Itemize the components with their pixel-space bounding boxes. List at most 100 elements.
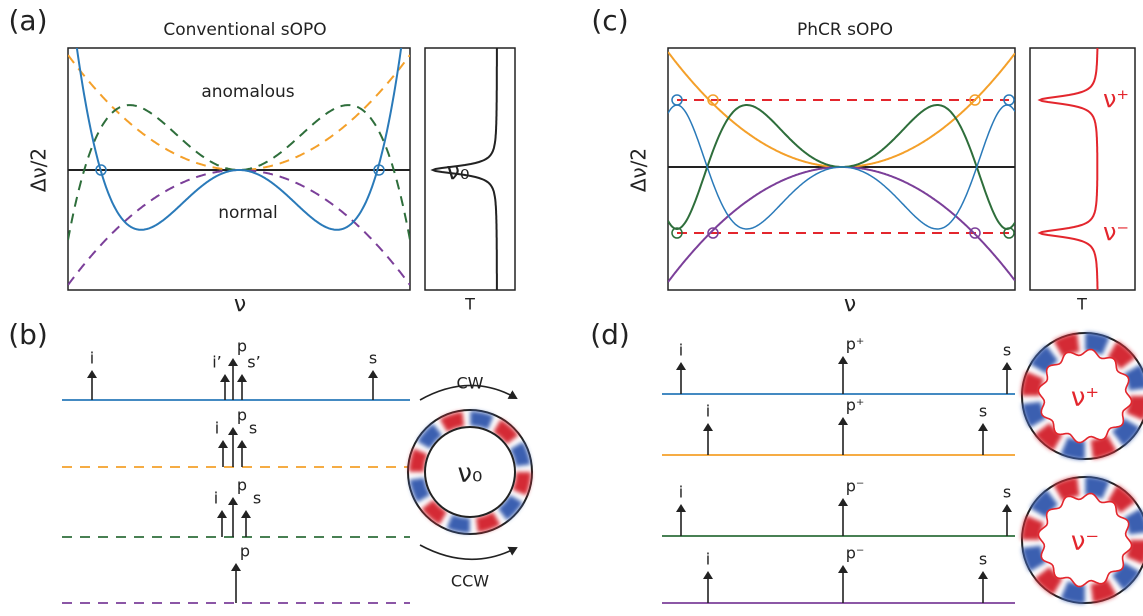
crossing-marker xyxy=(373,164,385,176)
arrow-head xyxy=(676,504,686,512)
label: ν₀ xyxy=(458,459,483,489)
label: i xyxy=(214,489,218,508)
resonance-label: ν⁻ xyxy=(1103,218,1129,246)
arrow-head xyxy=(703,571,713,579)
label: CCW xyxy=(451,572,489,591)
arrow-head xyxy=(217,510,227,518)
crossing-marker xyxy=(707,227,719,239)
label: p xyxy=(237,406,247,425)
crossing-marker xyxy=(95,164,107,176)
crossing-marker xyxy=(671,94,683,106)
crossing-marker xyxy=(671,227,683,239)
arrow-head xyxy=(228,427,238,435)
label: i xyxy=(706,402,710,421)
label: s xyxy=(369,349,377,368)
direction-arrow xyxy=(419,384,518,401)
mode-lobes xyxy=(409,411,531,533)
arrow-head xyxy=(1002,362,1012,370)
arrow-head xyxy=(220,374,230,382)
label: s xyxy=(1003,483,1011,502)
transmission xyxy=(430,48,498,290)
label: T xyxy=(464,295,475,314)
label: p⁻ xyxy=(846,544,865,563)
label: p⁻ xyxy=(846,477,865,496)
label: s xyxy=(253,489,261,508)
mode-profile xyxy=(1037,348,1133,444)
label: s xyxy=(979,402,987,421)
label: (b) xyxy=(8,318,48,351)
curve xyxy=(68,54,410,171)
label: i xyxy=(679,483,683,502)
label: (d) xyxy=(590,318,630,351)
curve xyxy=(668,51,1015,168)
arrow-head xyxy=(228,497,238,505)
label: normal xyxy=(218,203,278,223)
mode-lobes xyxy=(1021,476,1143,604)
arrow-head xyxy=(218,440,228,448)
label: p xyxy=(240,542,250,561)
label: i’ xyxy=(212,353,222,372)
curve xyxy=(668,104,1015,230)
arrow-head xyxy=(838,498,848,506)
label: s xyxy=(979,550,987,569)
label: p xyxy=(237,337,247,356)
plot-frame xyxy=(1029,47,1136,291)
label: anomalous xyxy=(201,82,294,102)
label: p xyxy=(237,476,247,495)
label: i xyxy=(215,419,219,438)
label: (c) xyxy=(591,4,628,37)
arrow-head xyxy=(368,370,378,378)
direction-arrow xyxy=(419,544,518,561)
arrow-head xyxy=(703,423,713,431)
label: CW xyxy=(457,374,484,393)
label: ν₀ xyxy=(446,157,469,185)
arrow-head xyxy=(838,356,848,364)
arrow-head xyxy=(228,358,238,366)
label: s xyxy=(1003,341,1011,360)
arrow-head xyxy=(231,563,241,571)
ring-label: ν⁺ xyxy=(1071,383,1099,413)
arrow-head xyxy=(237,374,247,382)
label: PhCR sOPO xyxy=(797,20,893,40)
arrow-head xyxy=(978,423,988,431)
label: s’ xyxy=(247,353,260,372)
label: i xyxy=(90,349,94,368)
crossing-marker xyxy=(969,94,981,106)
label: ν xyxy=(844,292,856,317)
label: ν xyxy=(234,292,246,317)
curve xyxy=(668,166,1015,283)
label: (a) xyxy=(8,4,47,37)
crossing-marker xyxy=(707,94,719,106)
y-axis-label: Δν/2 xyxy=(27,148,51,192)
ring-inner xyxy=(424,426,516,518)
arrow-head xyxy=(676,362,686,370)
curve xyxy=(68,169,410,286)
mode-profile xyxy=(1037,492,1133,588)
arrow-head xyxy=(978,571,988,579)
mode-lobes xyxy=(1021,332,1143,460)
arrow-head xyxy=(838,417,848,425)
arrow-head xyxy=(237,440,247,448)
arrow-head xyxy=(241,510,251,518)
y-axis-label: Δν/2 xyxy=(627,148,651,192)
ring-label: ν⁻ xyxy=(1071,527,1099,557)
crossing-marker xyxy=(969,227,981,239)
label: i xyxy=(679,341,683,360)
label: T xyxy=(1076,295,1087,314)
label: p⁺ xyxy=(846,396,865,415)
arrow-head xyxy=(87,370,97,378)
arrow-head xyxy=(1002,504,1012,512)
transmission xyxy=(1037,48,1099,290)
plot-frame xyxy=(667,47,1016,291)
crossing-marker xyxy=(1003,94,1015,106)
curve xyxy=(75,48,403,231)
label: Conventional sOPO xyxy=(163,20,326,40)
crossing-marker xyxy=(1003,227,1015,239)
resonance-label: ν⁺ xyxy=(1103,85,1129,113)
plot-frame xyxy=(424,47,516,291)
label: i xyxy=(706,550,710,569)
arrow-head xyxy=(838,565,848,573)
label: p⁺ xyxy=(846,335,865,354)
